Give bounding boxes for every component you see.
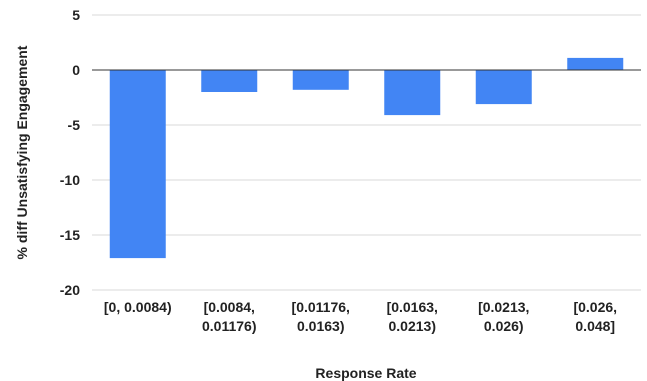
x-axis-title: Response Rate [315,365,416,381]
x-category-label-line: 0.026) [484,318,524,334]
y-axis-ticks: 5 0 -5 -10 -15 -20 [60,7,80,298]
x-category-label-line: [0.026, [573,299,617,315]
bar [109,70,166,259]
y-tick-label: -5 [68,117,81,133]
bars [109,57,624,259]
y-tick-label: 0 [72,62,80,78]
x-category-label-line: [0.0163, [387,299,438,315]
bar [567,57,624,70]
bar [384,70,441,116]
x-category-label: [0.01176, 0.0163) [292,299,350,334]
x-category-label-line: [0.01176, [292,299,350,315]
y-tick-label: 5 [72,7,80,23]
y-tick-label: -10 [60,172,80,188]
y-tick-label: -20 [60,282,80,298]
x-category-label-line: 0.01176) [202,318,257,334]
y-tick-label: -15 [60,227,80,243]
x-axis-categories: [0, 0.0084) [0.0084, 0.01176) [0.01176, 0.01… [104,299,617,334]
bar [201,70,258,92]
x-category-label: [0.0084, 0.01176) [202,299,257,334]
x-category-label-line: [0.0084, [204,299,255,315]
gridlines [92,14,641,291]
bar [475,70,532,105]
x-category-label: [0.0163, 0.0213) [387,299,438,334]
x-category-label: [0, 0.0084) [104,299,172,315]
x-category-label-line: 0.048] [575,318,615,334]
x-category-label-line: 0.0213) [389,318,436,334]
x-category-label-line: 0.0163) [297,318,344,334]
bar [292,70,349,90]
x-category-label-line: [0, 0.0084) [104,299,172,315]
x-category-label-line: [0.0213, [478,299,529,315]
x-category-label: [0.0213, 0.026) [478,299,529,334]
y-axis-title: % diff Unsatisfying Engagement [14,45,30,259]
x-category-label: [0.026, 0.048] [573,299,617,334]
